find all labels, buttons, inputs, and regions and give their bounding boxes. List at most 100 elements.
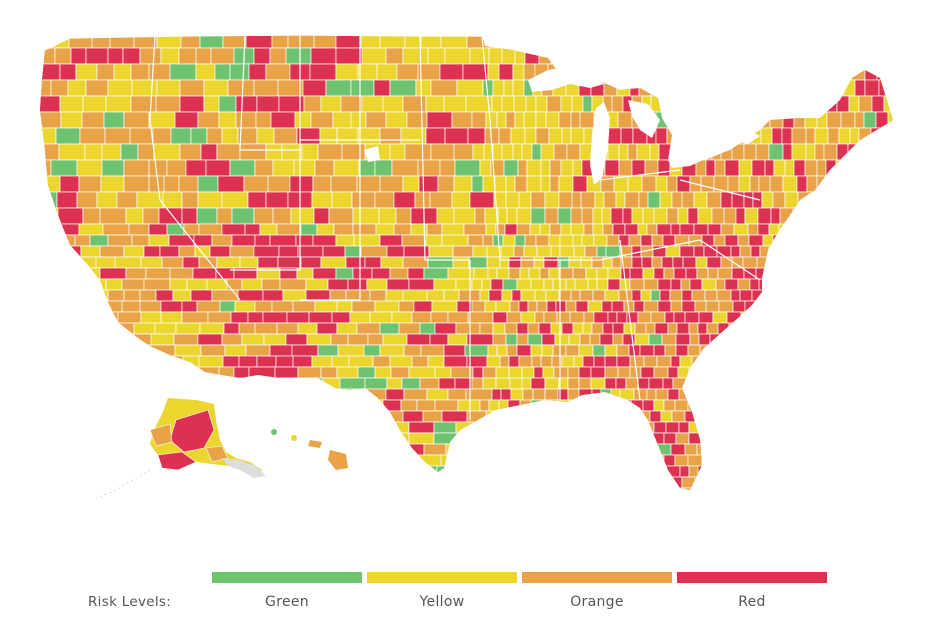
county-cell bbox=[549, 159, 562, 177]
county-cell bbox=[53, 267, 79, 280]
county-cell bbox=[778, 355, 793, 368]
county-cell bbox=[321, 399, 344, 412]
county-cell bbox=[708, 499, 718, 510]
county-cell bbox=[523, 111, 537, 129]
county-cell bbox=[50, 355, 74, 368]
county-cell bbox=[85, 79, 109, 97]
county-cell bbox=[453, 143, 474, 161]
county-cell bbox=[485, 410, 501, 423]
county-cell bbox=[310, 47, 337, 65]
county-cell bbox=[735, 465, 747, 478]
county-cell bbox=[740, 311, 754, 324]
county-cell bbox=[850, 234, 864, 247]
county-cell bbox=[820, 256, 836, 269]
county-cell bbox=[681, 300, 696, 313]
county-cell bbox=[735, 377, 749, 390]
county-cell bbox=[413, 300, 433, 313]
county-cell bbox=[713, 111, 727, 129]
county-cell bbox=[693, 191, 708, 209]
county-cell bbox=[558, 111, 572, 129]
county-cell bbox=[467, 311, 494, 324]
county-cell bbox=[620, 127, 634, 145]
county-cell bbox=[62, 499, 85, 510]
county-cell bbox=[535, 95, 548, 113]
county-cell bbox=[838, 127, 851, 145]
county-cell bbox=[716, 443, 732, 456]
county-cell bbox=[837, 344, 849, 357]
county-cell bbox=[744, 300, 759, 313]
county-cell bbox=[792, 267, 808, 280]
county-cell bbox=[543, 311, 558, 324]
county-cell bbox=[489, 487, 504, 490]
county-cell bbox=[591, 388, 602, 401]
county-cell bbox=[262, 311, 288, 324]
county-cell bbox=[56, 344, 82, 357]
county-cell bbox=[340, 410, 363, 423]
county-cell bbox=[824, 191, 839, 209]
county-cell bbox=[782, 421, 795, 434]
county-cell bbox=[316, 223, 335, 236]
county-cell bbox=[726, 465, 737, 478]
county-cell bbox=[100, 399, 128, 412]
county-cell bbox=[540, 175, 551, 193]
county-cell bbox=[742, 443, 754, 456]
county-cell bbox=[856, 143, 872, 161]
county-cell bbox=[369, 311, 393, 324]
county-cell bbox=[281, 143, 303, 161]
county-cell bbox=[631, 256, 643, 269]
county-cell bbox=[603, 79, 618, 97]
county-cell bbox=[182, 355, 200, 368]
county-cell bbox=[689, 278, 703, 291]
county-cell bbox=[495, 300, 511, 313]
county-cell bbox=[40, 278, 53, 291]
county-cell bbox=[896, 356, 907, 367]
county-cell bbox=[257, 256, 279, 269]
county-cell bbox=[534, 410, 550, 423]
county-cell bbox=[845, 289, 856, 302]
county-cell bbox=[490, 278, 504, 291]
county-cell bbox=[455, 421, 482, 434]
county-cell bbox=[262, 289, 284, 302]
county-cell bbox=[689, 333, 700, 346]
county-cell bbox=[806, 410, 820, 423]
county-cell bbox=[653, 267, 665, 280]
county-cell bbox=[545, 289, 560, 302]
county-cell bbox=[899, 312, 911, 323]
county-cell bbox=[453, 175, 473, 193]
county-cell bbox=[615, 191, 626, 209]
county-cell bbox=[503, 79, 514, 97]
county-cell bbox=[726, 311, 742, 324]
county-cell bbox=[403, 388, 428, 401]
county-cell bbox=[319, 432, 346, 445]
county-cell bbox=[472, 143, 485, 161]
county-cell bbox=[40, 322, 54, 335]
county-cell bbox=[700, 432, 711, 445]
county-cell bbox=[773, 159, 786, 177]
county-cell bbox=[455, 322, 481, 335]
county-cell bbox=[320, 366, 338, 379]
county-cell bbox=[725, 421, 738, 434]
county-cell bbox=[445, 443, 467, 456]
county-cell bbox=[67, 278, 92, 291]
county-cell bbox=[682, 256, 697, 269]
county-cell bbox=[666, 35, 682, 49]
county-cell bbox=[757, 223, 770, 236]
county-cell bbox=[427, 487, 446, 490]
county-cell bbox=[59, 175, 80, 193]
county-cell bbox=[894, 466, 903, 477]
county-cell bbox=[592, 344, 606, 357]
county-cell bbox=[498, 35, 512, 49]
county-cell bbox=[239, 143, 267, 161]
county-cell bbox=[864, 432, 880, 445]
county-cell bbox=[403, 344, 422, 357]
county-cell bbox=[520, 289, 536, 302]
county-cell bbox=[705, 35, 717, 49]
county-cell bbox=[40, 344, 58, 357]
county-cell bbox=[499, 410, 515, 423]
county-cell bbox=[503, 159, 519, 177]
county-cell bbox=[84, 143, 103, 161]
county-cell bbox=[844, 432, 855, 445]
county-cell bbox=[840, 245, 855, 258]
county-cell bbox=[574, 499, 583, 510]
county-cell bbox=[174, 111, 199, 129]
